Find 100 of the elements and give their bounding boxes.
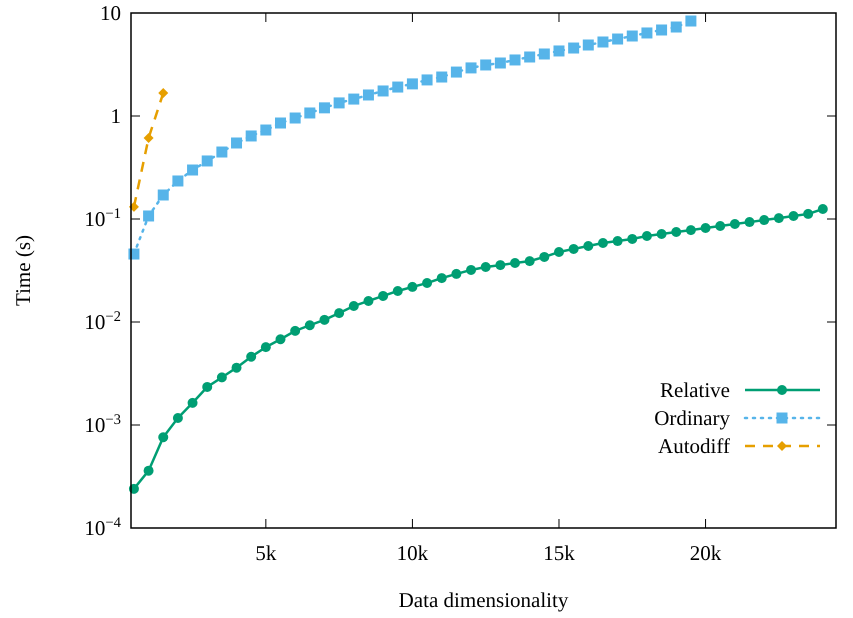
point — [260, 342, 271, 352]
point — [334, 308, 344, 318]
point — [406, 78, 418, 90]
point — [553, 45, 564, 56]
point — [685, 16, 696, 27]
point — [304, 107, 316, 118]
point — [627, 234, 638, 244]
point — [436, 273, 447, 284]
point — [422, 278, 432, 288]
point — [319, 314, 330, 325]
point — [392, 82, 404, 93]
point — [202, 382, 212, 392]
point — [290, 326, 300, 336]
point — [554, 247, 564, 258]
point — [641, 27, 652, 38]
y-axis-title: Time (s) — [11, 235, 35, 306]
point — [598, 238, 608, 248]
point — [392, 286, 403, 296]
point — [671, 226, 682, 237]
point — [378, 85, 389, 96]
point — [494, 58, 506, 68]
point — [378, 290, 388, 301]
point — [670, 22, 682, 33]
x-axis-title: Data dimensionality — [398, 588, 569, 612]
x-tick-label: 5k — [255, 541, 277, 565]
point — [582, 40, 594, 50]
point — [803, 208, 814, 219]
point — [158, 190, 169, 200]
point — [480, 262, 491, 272]
point — [275, 118, 286, 129]
point — [538, 48, 550, 60]
point — [730, 219, 740, 230]
point — [788, 210, 798, 221]
point — [158, 432, 168, 442]
point — [143, 210, 154, 222]
point — [172, 175, 184, 186]
point — [216, 146, 228, 158]
point — [348, 94, 360, 105]
point — [246, 352, 256, 362]
point — [539, 252, 550, 262]
y-tick-label: 10$^{−1}$ — [84, 206, 121, 231]
point — [232, 362, 242, 373]
point — [818, 204, 828, 214]
point — [144, 466, 154, 476]
point — [466, 62, 477, 74]
point — [480, 59, 492, 70]
point — [304, 320, 315, 330]
point — [231, 137, 242, 148]
point — [172, 412, 183, 423]
point — [510, 258, 520, 268]
point — [450, 66, 462, 78]
y-tick-label: 10$^{−2}$ — [84, 309, 121, 334]
x-tick-label: 10k — [396, 541, 429, 565]
legend-label: Ordinary — [654, 406, 730, 430]
point — [700, 222, 711, 233]
point — [759, 215, 770, 226]
point — [362, 89, 374, 100]
point — [568, 42, 580, 54]
point — [583, 240, 594, 251]
point — [642, 230, 652, 241]
point — [656, 24, 668, 36]
y-tick-label: 1 — [110, 104, 121, 128]
point — [144, 133, 154, 144]
point — [466, 264, 476, 275]
point — [158, 88, 168, 98]
point — [744, 217, 755, 228]
point — [187, 164, 198, 176]
point — [422, 74, 433, 86]
point — [276, 334, 286, 344]
legend-label: Relative — [660, 378, 730, 402]
y-tick-label: 10$^{−3}$ — [84, 412, 121, 437]
point — [363, 296, 374, 306]
point — [597, 36, 608, 48]
legend-label: Autodiff — [658, 434, 730, 458]
x-tick-label: 15k — [543, 541, 576, 565]
point — [524, 51, 536, 62]
point — [334, 97, 345, 108]
point — [188, 398, 198, 408]
point — [568, 244, 579, 254]
point — [318, 102, 330, 114]
point — [216, 372, 227, 382]
y-tick-label: 10$^{−4}$ — [84, 515, 122, 540]
point — [686, 225, 696, 236]
x-tick-label: 20k — [690, 541, 722, 565]
point — [348, 301, 359, 311]
point — [612, 34, 624, 45]
point — [436, 72, 448, 83]
point — [202, 155, 213, 166]
point — [290, 112, 301, 124]
point — [715, 221, 726, 232]
point — [510, 54, 521, 66]
point — [260, 124, 272, 136]
point — [246, 130, 257, 142]
point — [407, 282, 418, 292]
point — [656, 229, 667, 240]
y-tick-label: 10 — [100, 1, 121, 25]
point — [612, 236, 623, 246]
point — [495, 260, 506, 270]
point — [451, 268, 462, 279]
point — [774, 213, 784, 224]
